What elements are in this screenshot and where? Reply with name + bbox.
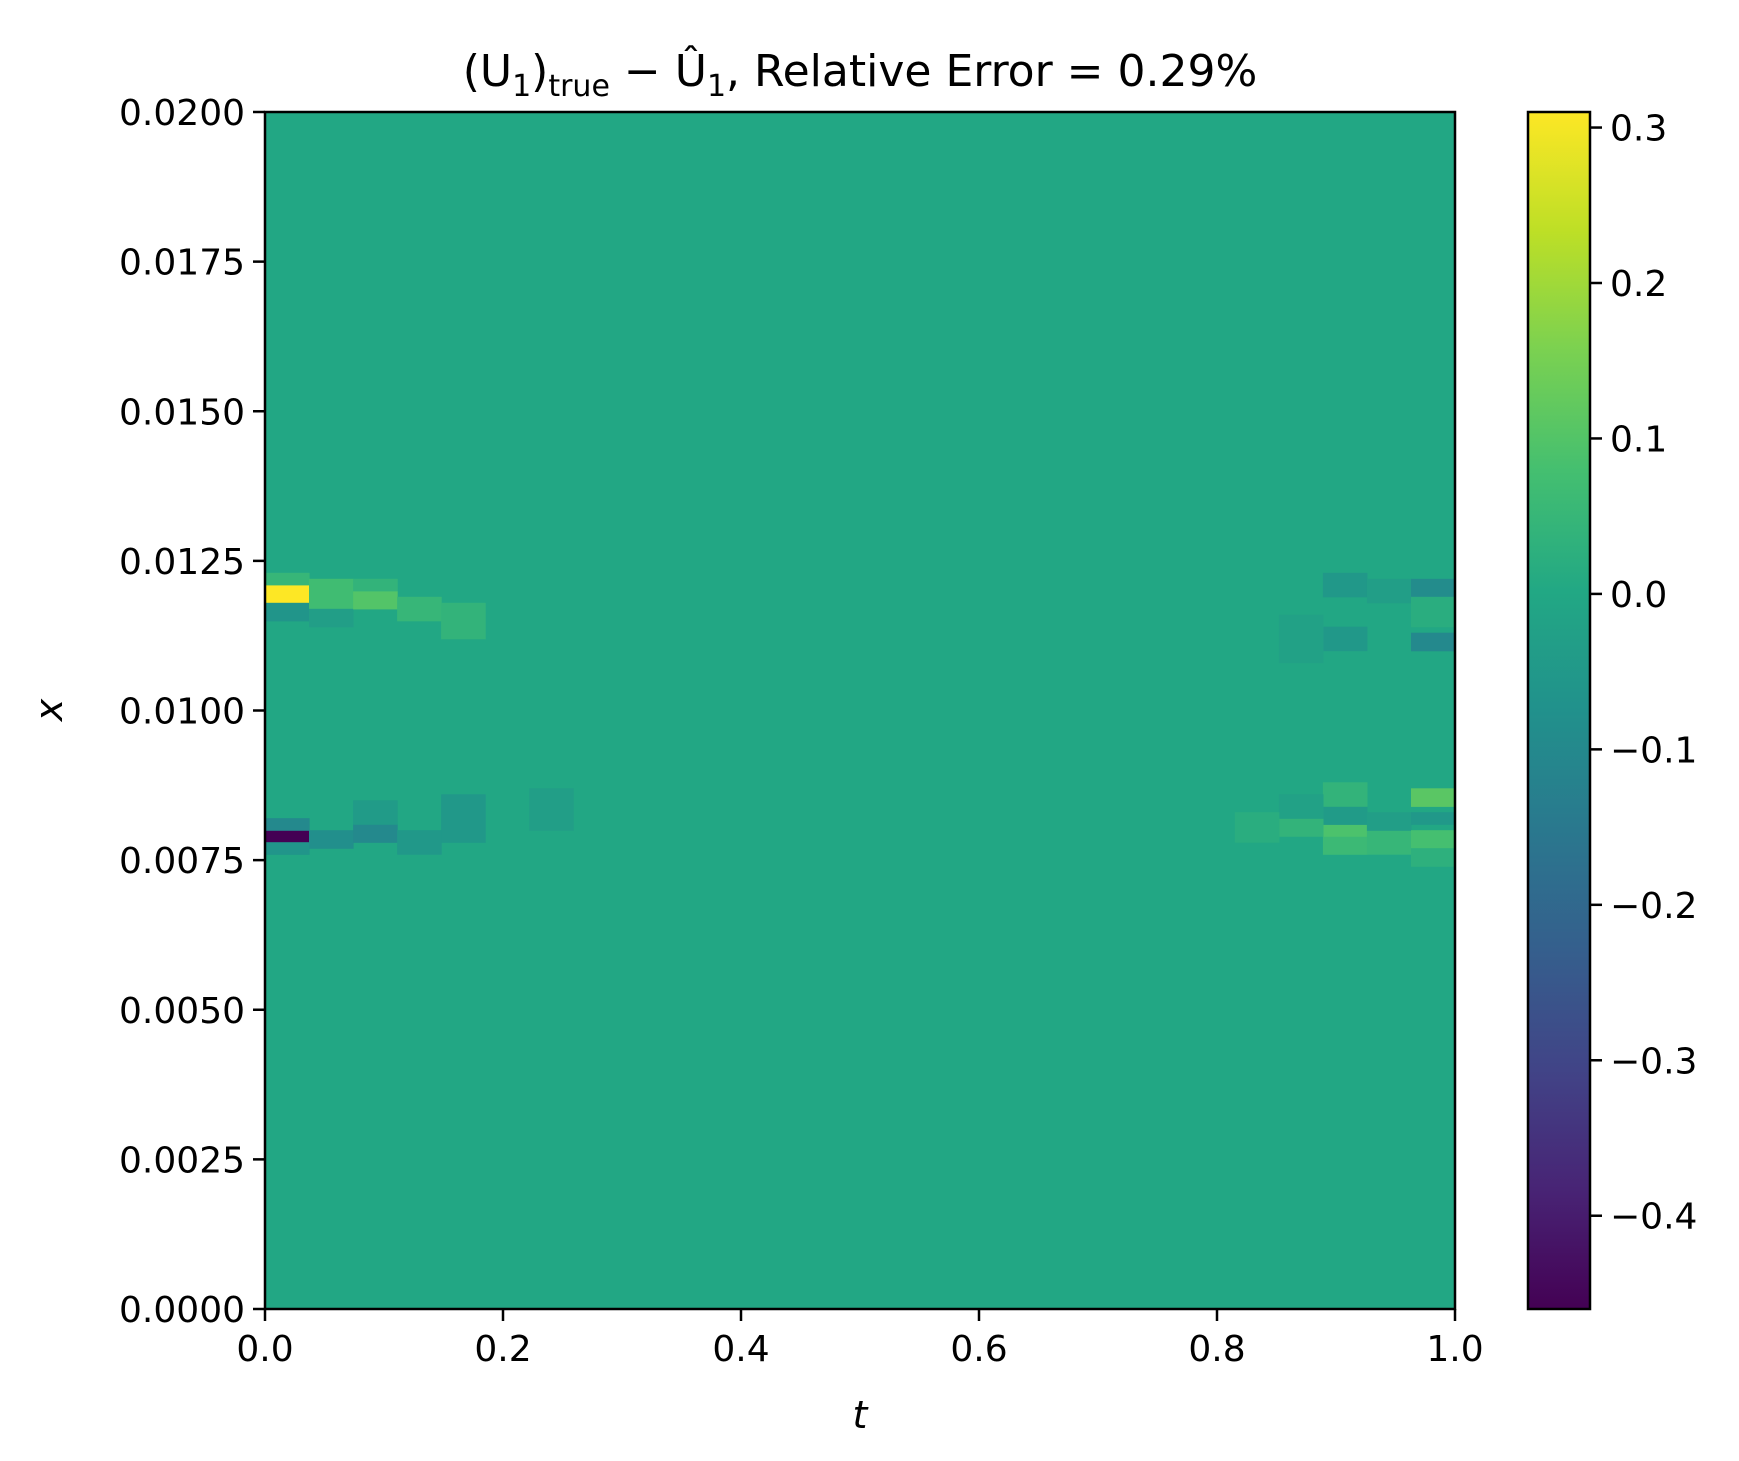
x-tick-label: 1.0 — [1426, 1329, 1483, 1370]
heatmap-cell — [1322, 806, 1368, 825]
chart-title: (U1)true − Û1, Relative Error = 0.29% — [463, 44, 1258, 104]
heatmap-cell — [353, 578, 398, 592]
heatmap-cell — [309, 608, 354, 628]
heatmap-cell — [1322, 626, 1368, 652]
heatmap-cell — [1411, 578, 1455, 598]
colorbar-tick-label: 0.2 — [1610, 264, 1667, 305]
colorbar-tick-label: −0.2 — [1610, 886, 1697, 927]
colorbar — [1526, 110, 1592, 1311]
y-tick-label: 0.0125 — [119, 542, 245, 583]
heatmap-cell — [1234, 812, 1280, 843]
colorbar-tick-label: −0.1 — [1610, 730, 1697, 771]
colorbar-tick-label: −0.4 — [1610, 1197, 1697, 1238]
x-axis-label: t — [853, 1393, 870, 1437]
heatmap-cell — [1366, 578, 1412, 604]
x-tick-label: 0.6 — [950, 1329, 1007, 1370]
heatmap-background — [265, 112, 1455, 1309]
plot-area — [265, 112, 1455, 1309]
heatmap-cell — [397, 596, 442, 622]
y-tick-label: 0.0175 — [119, 243, 245, 284]
y-tick-label: 0.0050 — [119, 991, 245, 1032]
heatmap-cell — [1411, 848, 1455, 867]
heatmap-cell — [1322, 824, 1368, 837]
heatmap-cell — [1322, 572, 1368, 598]
y-axis-ticks: 0.0000 0.0025 0.0050 0.0075 0.0100 0.0125 0.01… — [119, 93, 265, 1331]
heatmap-cell — [309, 830, 354, 849]
heatmap-cell — [441, 794, 486, 843]
heatmap-cell — [265, 818, 310, 831]
heatmap-cell — [265, 602, 310, 622]
heatmap-cell — [529, 788, 574, 831]
colorbar-tick-label: −0.3 — [1610, 1041, 1697, 1082]
y-tick-label: 0.0075 — [119, 841, 245, 882]
heatmap-cell — [353, 590, 398, 610]
y-tick-label: 0.0000 — [119, 1290, 245, 1331]
heatmap-cell — [1278, 794, 1324, 819]
heatmap-cell — [397, 830, 442, 855]
heatmap-cell — [1322, 836, 1368, 855]
heatmap-cell — [1411, 830, 1455, 849]
x-tick-label: 0.8 — [1188, 1329, 1245, 1370]
heatmap-cell — [265, 572, 310, 586]
heatmap-cell — [1278, 818, 1324, 837]
x-tick-label: 0.2 — [474, 1329, 531, 1370]
colorbar-tick-label: 0.1 — [1610, 419, 1667, 460]
y-tick-label: 0.0025 — [119, 1140, 245, 1181]
colorbar-ticks: 0.3 0.2 0.1 0.0 −0.1 −0.2 −0.3 −0.4 — [1590, 109, 1697, 1238]
heatmap-cell — [265, 842, 310, 855]
x-axis-ticks: 0.0 0.2 0.4 0.6 0.8 1.0 — [236, 1309, 1484, 1370]
heatmap-cell — [265, 830, 310, 843]
y-tick-label: 0.0200 — [119, 93, 245, 134]
heatmap-cell — [265, 584, 310, 604]
heatmap-cell — [1411, 632, 1455, 652]
heatmap-cell — [1411, 812, 1455, 825]
y-axis-label: x — [27, 698, 71, 722]
heatmap-cell — [441, 602, 486, 640]
x-tick-label: 0.4 — [712, 1329, 769, 1370]
heatmap-cell — [1411, 788, 1455, 807]
heatmap-cell — [353, 800, 398, 825]
heatmap-cell — [353, 824, 398, 843]
x-tick-label: 0.0 — [236, 1329, 293, 1370]
heatmap-cell — [1366, 830, 1412, 855]
heatmap-cell — [1322, 782, 1368, 807]
y-tick-label: 0.0100 — [119, 692, 245, 733]
colorbar-tick-label: 0.3 — [1610, 109, 1667, 150]
heatmap-cell — [309, 578, 354, 610]
heatmap-cell — [1278, 614, 1324, 664]
y-tick-label: 0.0150 — [119, 392, 245, 433]
heatmap-cell — [1411, 596, 1455, 628]
heatmap-cells — [265, 572, 1455, 867]
heatmap-cell — [1366, 812, 1412, 831]
colorbar-tick-label: 0.0 — [1610, 575, 1667, 616]
